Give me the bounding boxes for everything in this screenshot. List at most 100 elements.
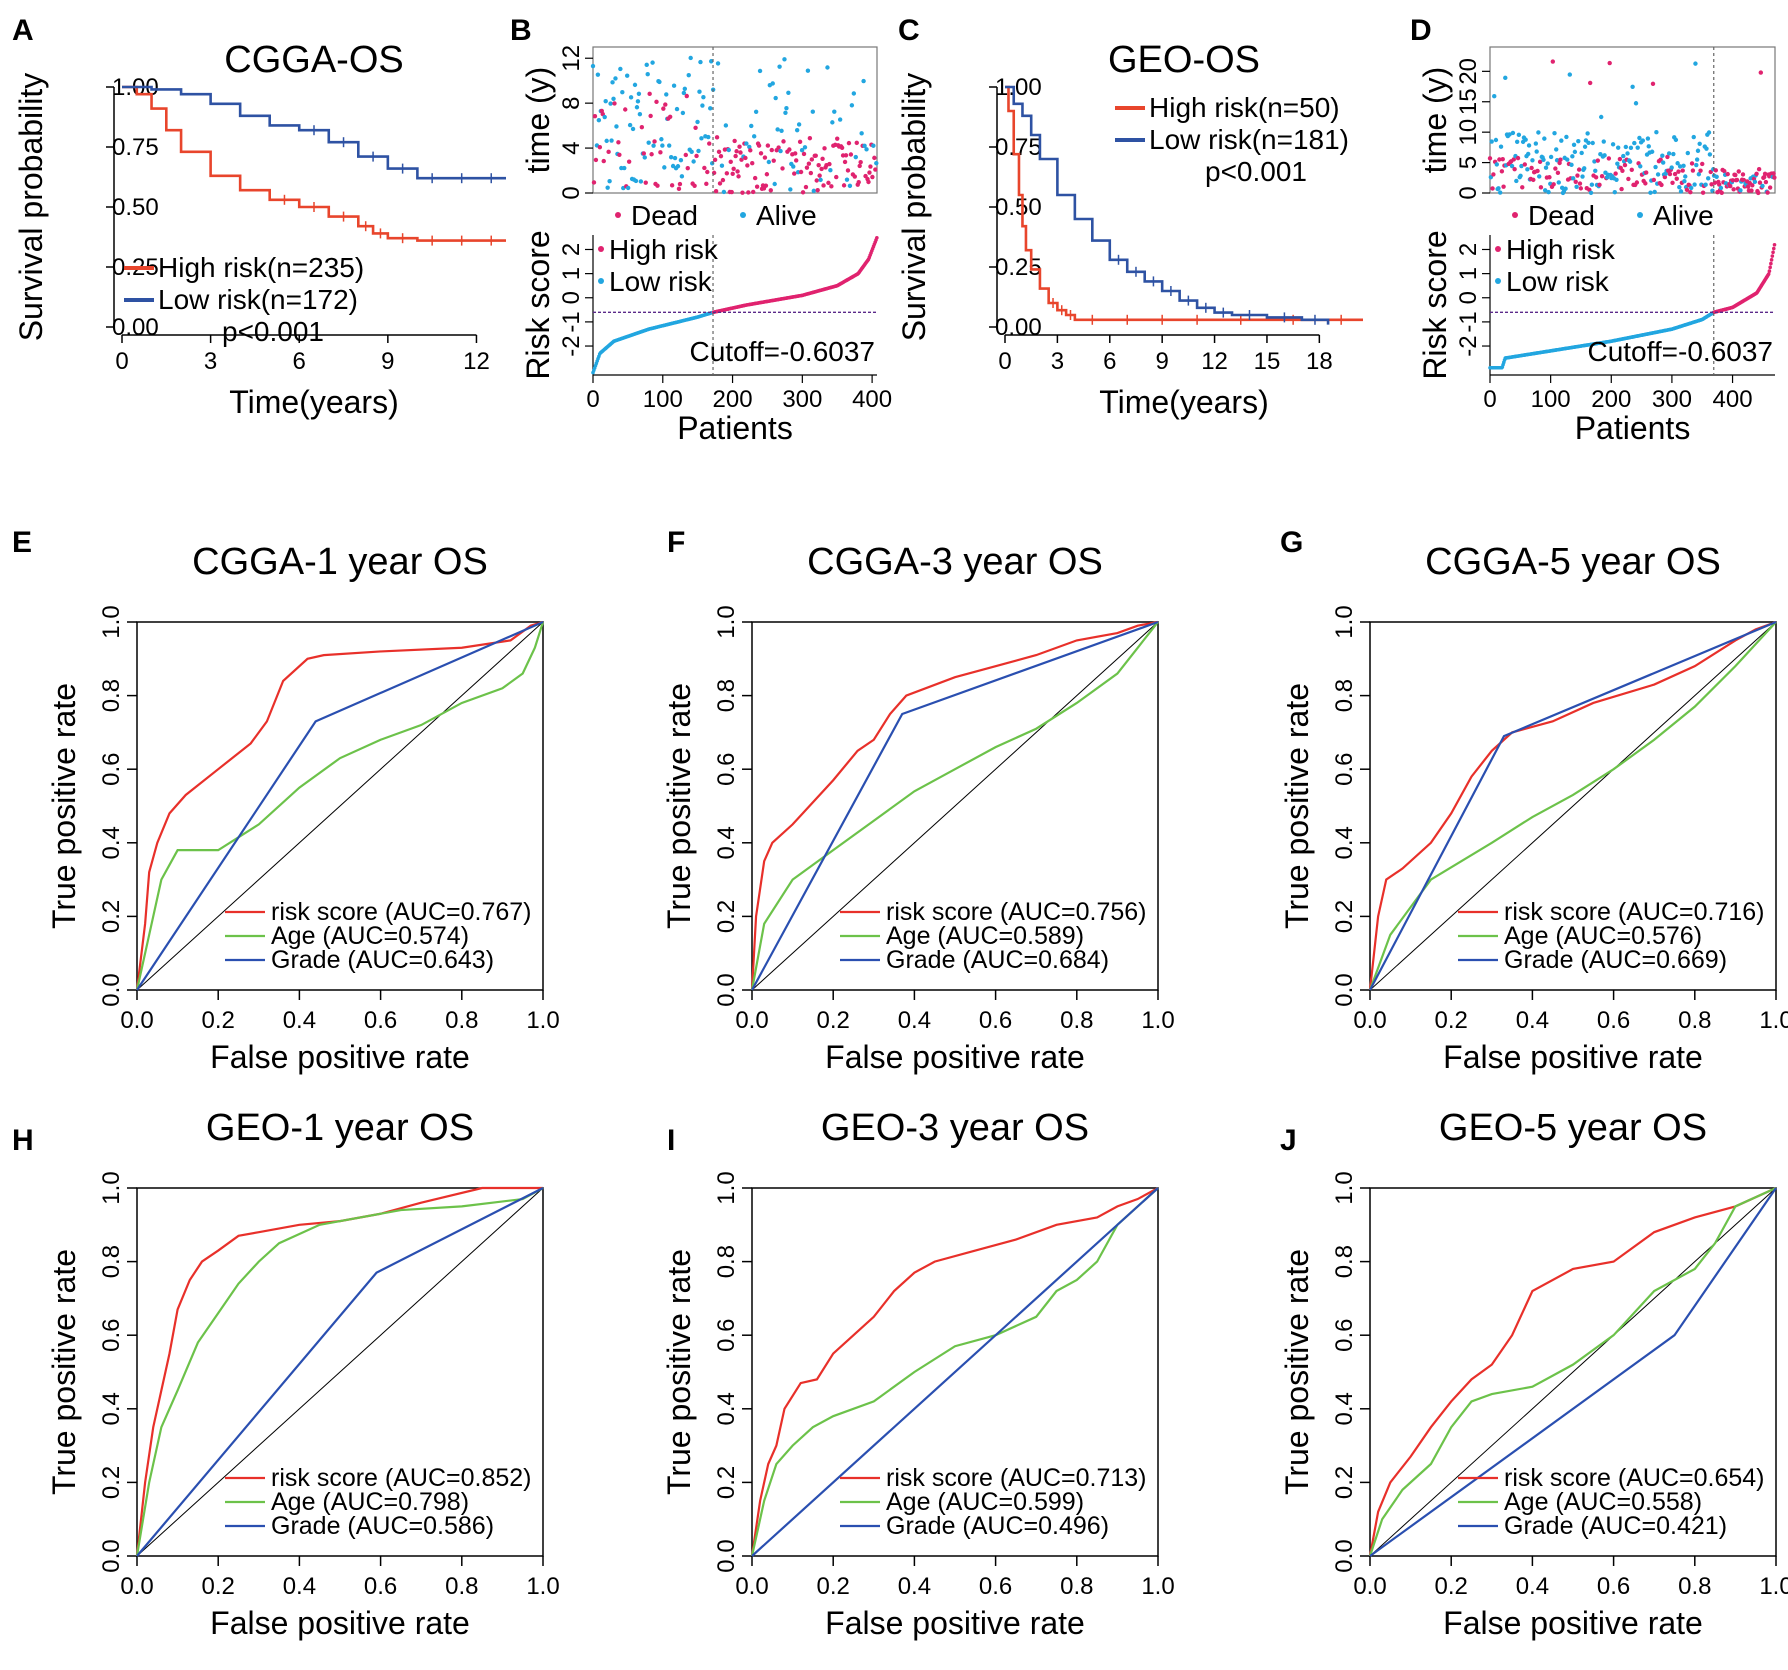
x-tick-label: 0 [115,348,128,375]
alive-point [651,143,656,148]
alive-point [1548,154,1554,160]
alive-point [1675,161,1680,166]
y-tick-label: -1 [558,311,585,332]
alive-point [1704,146,1709,151]
alive-point [1677,164,1683,169]
alive-point [1576,138,1581,144]
dead-point [1537,159,1543,165]
dead-point [1617,156,1623,162]
dead-point [1725,171,1730,177]
alive-point [1692,182,1697,187]
risk-point [875,235,879,240]
dead-point [617,152,622,157]
y-axis-title: Risk score [1417,230,1453,379]
legend-entry: Age (AUC=0.558) [1504,1488,1702,1516]
dead-point [1578,186,1584,191]
alive-point [695,119,700,125]
dead-point [693,125,698,130]
alive-point [1625,151,1630,156]
dead-point [1501,184,1506,189]
alive-point [604,138,609,144]
dead-point [821,183,826,188]
alive-point [751,134,757,139]
y-tick-label: 1.0 [1331,605,1358,638]
dead-point [704,181,709,187]
alive-point [1615,161,1620,166]
x-tick-label: 9 [1155,348,1168,375]
dead-point [854,140,859,146]
dead-point [842,159,848,165]
alive-point [1654,129,1659,135]
dead-point [1613,171,1618,176]
alive-point [1589,182,1595,187]
chart-title: CGGA-1 year OS [192,541,488,583]
alive-point [1718,185,1724,191]
alive-point [864,147,869,152]
dead-point [834,174,839,180]
dead-point [1626,176,1631,182]
alive-point [871,143,876,148]
alive-point [1653,164,1658,170]
dead-point [1512,166,1517,172]
alive-point [1536,130,1541,135]
dead-point [1587,80,1593,86]
dead-point [793,158,799,163]
x-tick-label: 100 [643,386,683,413]
alive-point [1637,135,1642,141]
alive-point [681,90,687,96]
alive-point [1683,174,1688,179]
x-tick-label: 0.4 [283,1573,316,1600]
dead-point [1736,169,1741,174]
alive-point [608,101,613,106]
alive-point [828,168,833,173]
alive-point [708,106,713,111]
alive-point [613,76,618,81]
y-axis-title: Risk score [520,230,556,379]
y-tick-label: 1 [1455,267,1482,280]
dead-point [1619,186,1624,192]
alive-point [642,155,647,160]
legend-alive: Alive [756,200,817,231]
dead-point [712,157,718,163]
dead-point [1497,157,1502,162]
dead-point [738,150,743,155]
alive-point [1627,159,1633,164]
alive-point [1601,139,1606,144]
dead-point [667,114,673,120]
y-axis-title: Survival probability [896,73,932,342]
alive-point [1623,144,1629,150]
dead-point [669,183,675,188]
dead-point [798,169,804,175]
alive-point [1693,61,1698,66]
panel-label-f: F [667,526,685,559]
dead-point [737,144,742,149]
dead-point [649,152,654,157]
alive-point [700,103,705,108]
alive-point [1519,163,1524,169]
dead-point [597,144,603,150]
dead-point [754,184,760,189]
y-tick-label: 0.00 [112,314,159,341]
alive-point [1509,163,1515,169]
alive-point [1556,180,1561,185]
alive-point [1706,130,1712,135]
dead-point [718,153,724,159]
dead-point [658,150,663,155]
alive-point [1546,189,1551,195]
alive-point [723,123,729,128]
alive-point [1503,75,1508,81]
alive-point [1537,174,1542,179]
alive-point [719,163,725,168]
dead-point [1756,166,1762,172]
roc-curve-roc_age [750,1187,1159,1557]
dead-point [1529,165,1534,171]
alive-point [1582,166,1587,171]
alive-point [1586,140,1591,145]
cutoff-label: Cutoff=-0.6037 [689,336,875,367]
alive-point [1526,151,1531,157]
x-tick-label: 0.8 [1678,1007,1711,1034]
dead-point [819,166,824,172]
dead-point [758,151,764,156]
risk-point [1769,258,1774,262]
x-tick-label: 0.0 [120,1573,153,1600]
